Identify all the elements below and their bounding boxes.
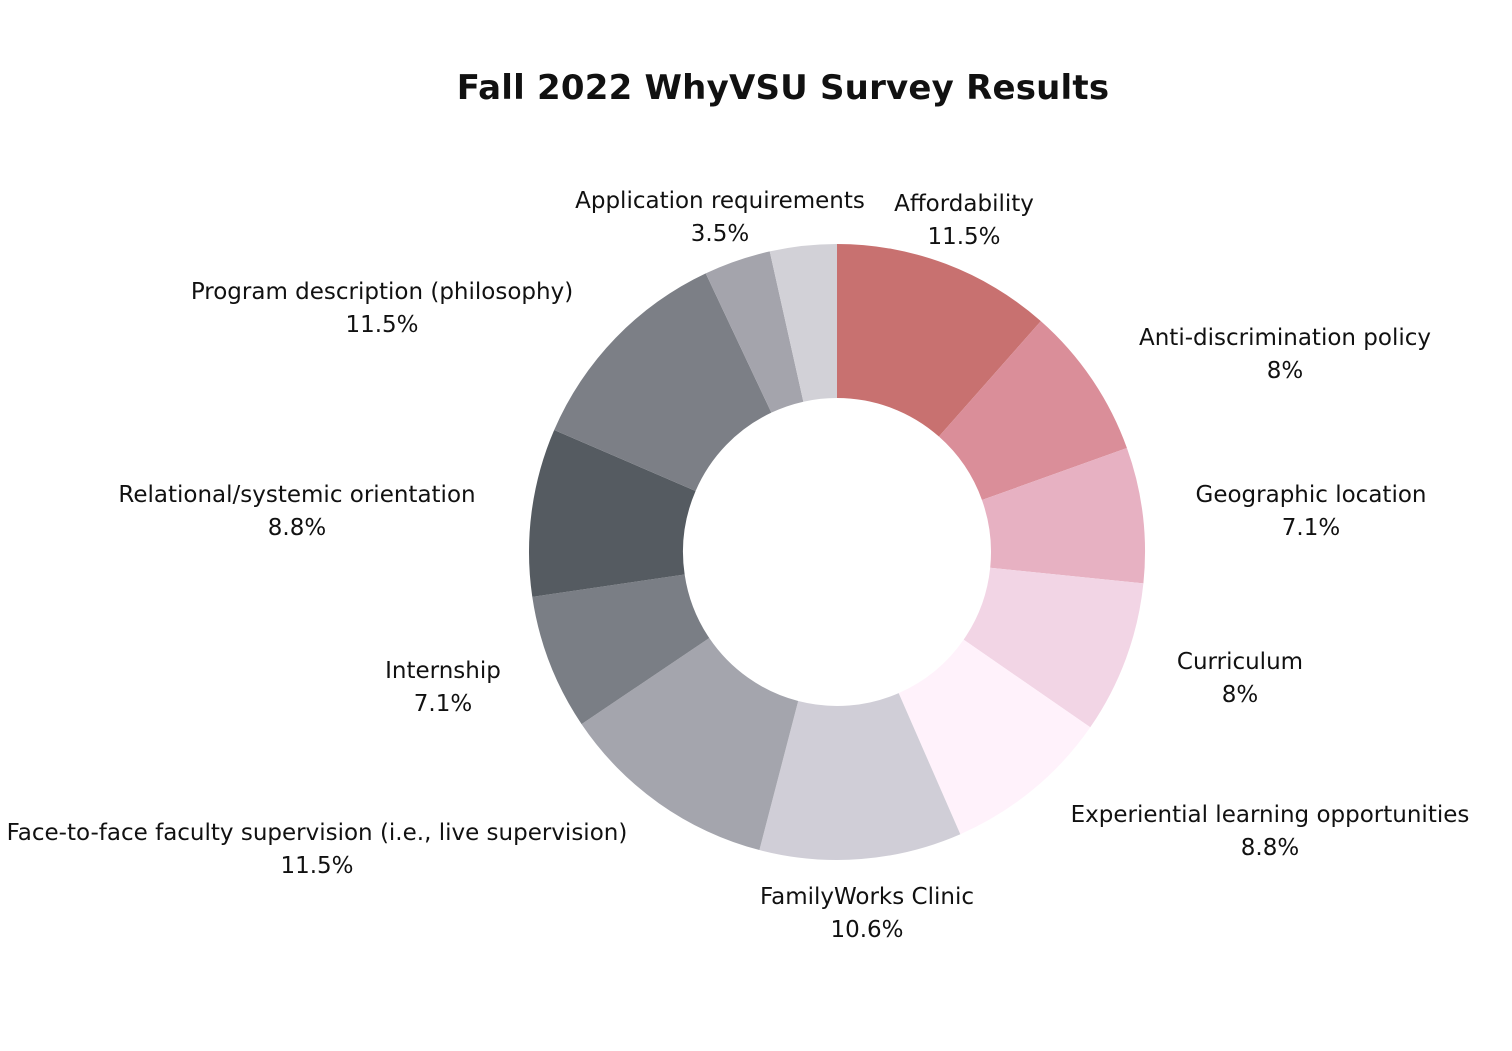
slice-value-label: 11.5%: [280, 853, 353, 879]
donut-slices: [529, 244, 1145, 860]
slice-value-label: 8.8%: [1241, 835, 1299, 861]
slice-label: Experiential learning opportunities: [1071, 802, 1470, 828]
slice-internship: [532, 574, 710, 725]
slice-label: FamilyWorks Clinic: [760, 884, 974, 910]
slice-unlabeled-11: [769, 244, 837, 402]
slice-label: Program description (philosophy): [191, 279, 573, 305]
slice-value-label: 8%: [1222, 682, 1259, 708]
slice-value-label: 8.8%: [268, 515, 326, 541]
slice-value-label: 7.1%: [414, 691, 472, 717]
slice-value-label: 7.1%: [1282, 515, 1340, 541]
slice-geographic-location: [981, 448, 1145, 584]
slice-value-label: 8%: [1267, 358, 1304, 384]
slice-label: Geographic location: [1196, 482, 1427, 508]
slice-value-label: 11.5%: [345, 312, 418, 338]
slice-label: Anti-discrimination policy: [1139, 325, 1431, 351]
slice-application-requirements: [705, 251, 804, 413]
slice-program-description-philosophy: [554, 273, 772, 492]
slice-familyworks-clinic: [759, 693, 961, 860]
slice-affordability: [837, 244, 1041, 437]
slice-labels: Affordability 11.5% Anti-discrimination po…: [7, 188, 1470, 943]
slice-relational-systemic-orientation: [529, 430, 696, 597]
slice-label: Relational/systemic orientation: [118, 482, 475, 508]
slice-label: Application requirements: [575, 188, 865, 214]
slice-label: Internship: [385, 658, 501, 684]
slice-value-label: 11.5%: [927, 224, 1000, 250]
slice-label: Affordability: [894, 191, 1034, 217]
slice-label: Face-to-face faculty supervision (i.e., …: [7, 820, 628, 846]
slice-curriculum: [963, 567, 1144, 728]
slice-value-label: 3.5%: [691, 221, 749, 247]
slice-experiential-learning-opportunities: [898, 639, 1091, 835]
chart-title: Fall 2022 WhyVSU Survey Results: [456, 68, 1110, 108]
slice-face-to-face-faculty-supervision-i-e-live-supervision: [581, 638, 799, 851]
slice-value-label: 10.6%: [830, 917, 903, 943]
slice-anti-discrimination-policy: [938, 321, 1127, 501]
slice-label: Curriculum: [1177, 649, 1303, 675]
